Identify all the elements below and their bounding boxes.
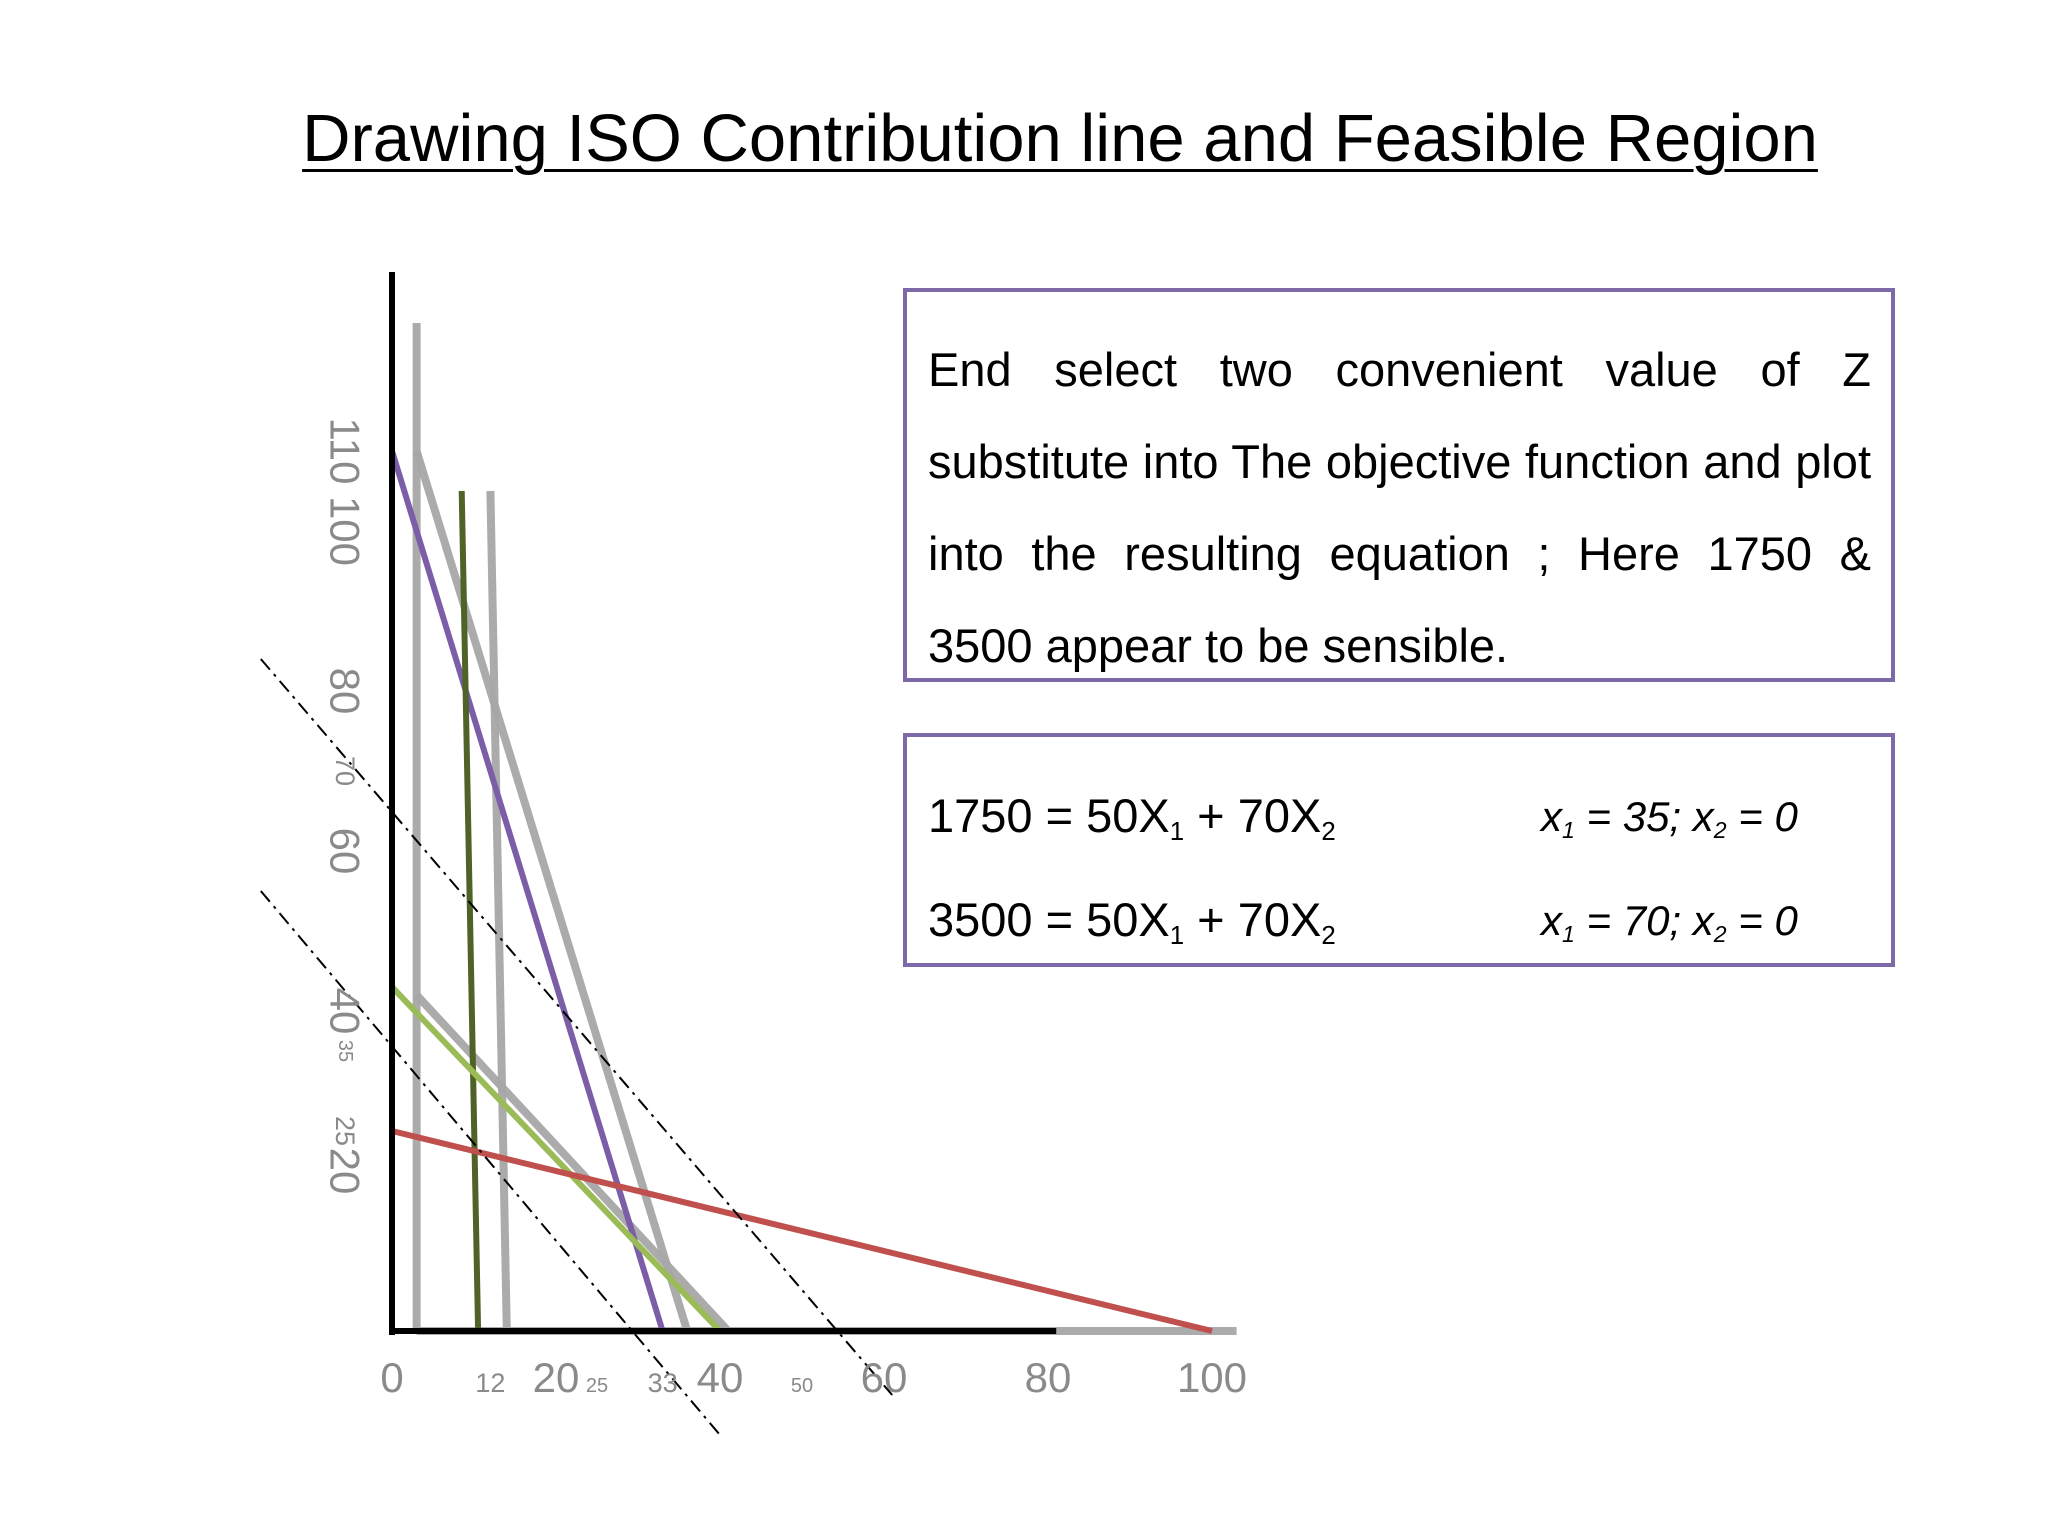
iso-line-10 (260, 890, 721, 1436)
x-tick-label: 50 (791, 1375, 813, 1397)
y-tick-label: 40 (322, 988, 369, 1035)
x-tick-label: 12 (475, 1368, 505, 1398)
equation-1: 1750 = 50X1 + 70X2 (928, 789, 1336, 846)
x-tick-label: 0 (380, 1354, 403, 1401)
constraint-line-3 (486, 490, 511, 1332)
equation-box: 1750 = 50X1 + 70X2 x1 = 35; x2 = 0 3500 … (903, 733, 1895, 967)
x-tick-label: 20 (533, 1354, 580, 1401)
y-tick-label: 35 (334, 1040, 356, 1062)
x-tick-label: 80 (1025, 1354, 1072, 1401)
x-tick-label: 33 (648, 1368, 678, 1398)
x-tick-label: 100 (1177, 1354, 1247, 1401)
y-tick-label: 110 (322, 418, 369, 485)
equation-2: 3500 = 50X1 + 70X2 (928, 893, 1336, 950)
slide-title: Drawing ISO Contribution line and Feasib… (302, 101, 1818, 176)
note-text: End select two convenient value of Z sub… (928, 343, 1871, 672)
solution-2: x1 = 70; x2 = 0 (1541, 897, 1798, 947)
iso-line-11 (260, 658, 893, 1396)
constraint-line-4 (413, 992, 732, 1334)
y-tick-label: 60 (322, 828, 369, 875)
constraint-line-7 (458, 490, 482, 1332)
solution-1: x1 = 35; x2 = 0 (1541, 793, 1798, 843)
constraint-line-6 (389, 450, 666, 1332)
y-tick-label: 80 (322, 668, 369, 715)
x-tick-label: 60 (861, 1354, 908, 1401)
x-tick-label: 40 (697, 1354, 744, 1401)
x-tick-label: 25 (586, 1375, 608, 1397)
y-tick-label: 100 (322, 496, 369, 566)
constraint-line-8 (389, 984, 723, 1334)
y-tick-label: 20 (322, 1148, 369, 1195)
note-box: End select two convenient value of Z sub… (903, 288, 1895, 682)
constraint-line-2 (412, 449, 692, 1333)
y-tick-label: 70 (330, 756, 360, 786)
constraint-line-9 (391, 1128, 1213, 1334)
y-tick-label: 25 (330, 1116, 360, 1146)
